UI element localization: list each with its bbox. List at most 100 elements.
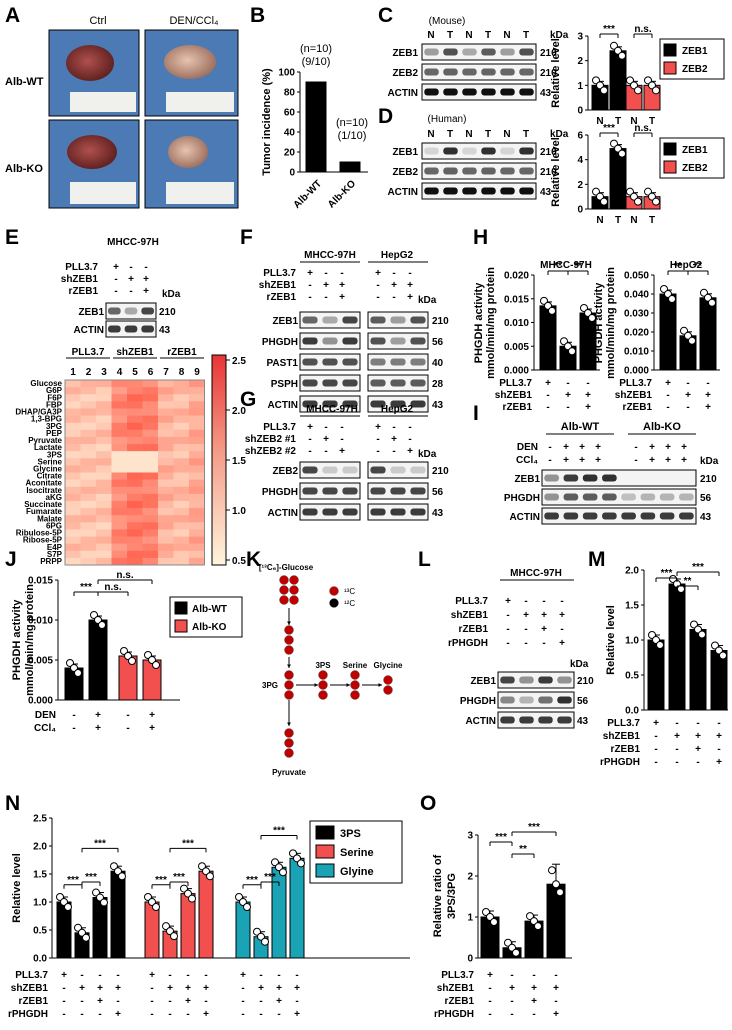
heatmap-cell	[65, 465, 81, 473]
heatmap-cell	[80, 472, 96, 480]
condition-sign: +	[240, 970, 246, 981]
heatmap-cell	[80, 543, 96, 552]
condition-sign: +	[716, 731, 722, 742]
blot-row-label: ZEB1	[392, 147, 418, 158]
condition-label: PLL3.7	[65, 262, 98, 273]
y-tick-label: 0.010	[624, 347, 649, 358]
heatmap-cell	[173, 543, 189, 552]
heatmap-cell	[142, 465, 158, 473]
condition-sign: -	[510, 970, 513, 981]
heatmap-cell	[158, 422, 174, 431]
condition-label: rPHGDH	[8, 1009, 48, 1020]
mw-label: 210	[432, 466, 449, 477]
data-point	[243, 903, 251, 911]
condition-sign: +	[167, 983, 173, 994]
lane-label: N	[503, 129, 510, 140]
glucose-label: [¹³C₆]-Glucose	[259, 563, 314, 572]
condition-sign: +	[681, 442, 687, 453]
y-axis-label: Tumor incidence (%)	[261, 68, 273, 176]
mw-label: 210	[432, 316, 449, 327]
condition-sign: +	[649, 442, 655, 453]
metabolite-label: aKG	[46, 493, 62, 502]
y-tick-label: 0.050	[624, 271, 649, 282]
condition-sign: -	[98, 970, 101, 981]
blot-row-label: ACTIN	[465, 716, 496, 727]
x-tick-label: Alb-WT	[292, 178, 325, 211]
condition-sign: -	[295, 996, 298, 1007]
heatmap-cell	[111, 408, 127, 416]
heatmap-cell	[158, 493, 174, 502]
condition-sign: +	[695, 744, 701, 755]
condition-label: CCl₄	[516, 455, 538, 466]
condition-sign: -	[126, 723, 129, 734]
condition-sign: +	[203, 1009, 209, 1020]
heatmap-cell	[127, 394, 143, 402]
y-axis-label: PHGDH activity	[473, 282, 485, 364]
blot-band	[519, 676, 534, 684]
condition-sign: -	[532, 970, 535, 981]
heatmap-cell	[189, 458, 205, 466]
blot-row-label: ZEB1	[78, 307, 104, 318]
legend-swatch	[315, 863, 335, 878]
heatmap-cell	[127, 557, 143, 566]
chart-title: MHCC-97H	[540, 260, 592, 271]
heatmap-cell	[158, 465, 174, 473]
condition-sign: +	[565, 390, 571, 401]
scale-label: 2.0	[232, 406, 246, 417]
y-tick-label: 0.000	[504, 366, 529, 377]
heatmap-cell	[173, 486, 189, 495]
blot-band	[370, 400, 386, 408]
heatmap-cell	[158, 479, 174, 488]
heatmap-cell	[80, 536, 96, 544]
heatmap-cell	[111, 486, 127, 495]
heatmap-cell	[65, 394, 81, 402]
blot-band	[659, 493, 675, 501]
heatmap-cell	[96, 557, 112, 566]
bar-m	[668, 583, 686, 711]
condition-sign: -	[324, 268, 327, 279]
blot-frame	[421, 142, 537, 160]
condition-sign: +	[705, 390, 711, 401]
condition-sign: -	[308, 446, 311, 457]
carbon-dot	[350, 680, 360, 690]
bar-b	[339, 161, 361, 173]
heatmap-cell	[65, 387, 81, 395]
cell-line-label: HepG2	[381, 404, 414, 415]
condition-label: shZEB1	[61, 274, 99, 285]
bar-m	[710, 650, 728, 711]
b-ann-wt-2: (9/10)	[302, 56, 331, 68]
legend-label: Serine	[340, 847, 374, 859]
heatmap-cell	[142, 401, 158, 409]
blot-band	[519, 167, 534, 175]
heatmap-cell	[158, 522, 174, 530]
lane-label: T	[523, 30, 529, 41]
mw-label: 43	[432, 508, 444, 519]
bar-d	[609, 148, 627, 210]
condition-sign: -	[542, 596, 545, 607]
heatmap-cell	[96, 472, 112, 480]
lane-number: 7	[163, 367, 169, 378]
metabolite-label: FBP	[46, 400, 63, 409]
data-point	[74, 669, 82, 677]
legend-swatch	[174, 601, 188, 615]
heatmap-cell	[111, 436, 127, 445]
legend-label: Alb-KO	[192, 622, 227, 633]
y-tick-label: 3	[577, 32, 583, 43]
blot-band	[370, 358, 386, 366]
heatmap-cell	[173, 515, 189, 523]
heatmap-cell	[111, 472, 127, 480]
condition-sign: -	[546, 402, 549, 413]
data-point	[600, 197, 608, 206]
condition-sign: +	[294, 1009, 300, 1020]
condition-sign: +	[595, 455, 601, 466]
condition-sign: -	[80, 1009, 83, 1020]
carbon-dot	[284, 680, 294, 690]
condition-label: shZEB2 #1	[245, 434, 297, 445]
condition-sign: -	[340, 422, 343, 433]
condition-sign: +	[585, 402, 591, 413]
blot-band	[582, 512, 598, 520]
heatmap-cell	[173, 479, 189, 488]
kda-label: kDa	[162, 289, 181, 300]
heatmap-cell	[189, 387, 205, 395]
